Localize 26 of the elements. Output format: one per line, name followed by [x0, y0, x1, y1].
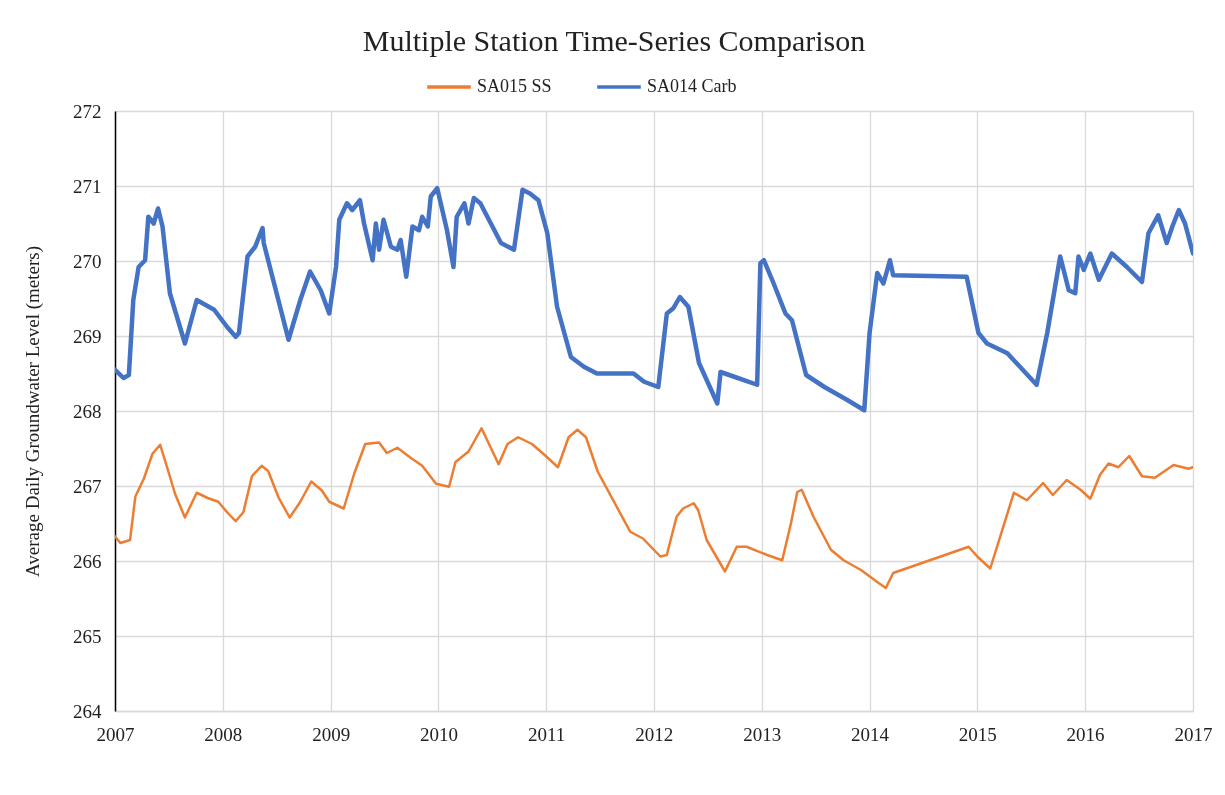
- x-tick-label: 2009: [312, 723, 351, 745]
- x-tick-label: 2017: [1174, 723, 1213, 745]
- line-series: [115, 186, 1193, 413]
- y-tick-label: 268: [73, 400, 102, 422]
- x-tick-label: 2015: [958, 723, 997, 745]
- y-tick-label: 271: [73, 175, 102, 197]
- y-tick-label: 269: [73, 325, 102, 347]
- y-tick-label: 272: [73, 100, 102, 122]
- x-tick-label: 2007: [96, 723, 135, 745]
- x-tick-label: 2011: [527, 723, 566, 745]
- x-tick-label: 2008: [204, 723, 243, 745]
- legend-label: SA014 Carb: [647, 76, 737, 96]
- x-tick-label: 2016: [1066, 723, 1105, 745]
- y-axis-title: Average Daily Groundwater Level (meters): [22, 246, 44, 577]
- x-tick-label: 2014: [851, 723, 890, 745]
- x-tick-label: 2012: [635, 723, 674, 745]
- legend-label: SA015 SS: [477, 76, 552, 96]
- y-tick-label: 265: [73, 625, 102, 647]
- x-tick-label: 2010: [419, 723, 458, 745]
- chart-title: Multiple Station Time-Series Comparison: [362, 24, 866, 57]
- y-tick-label: 266: [73, 550, 102, 572]
- y-tick-label: 267: [73, 475, 102, 497]
- x-tick-label: 2013: [743, 723, 782, 745]
- y-tick-label: 270: [73, 250, 102, 272]
- line-series: [115, 427, 1193, 590]
- y-tick-label: 264: [73, 700, 102, 722]
